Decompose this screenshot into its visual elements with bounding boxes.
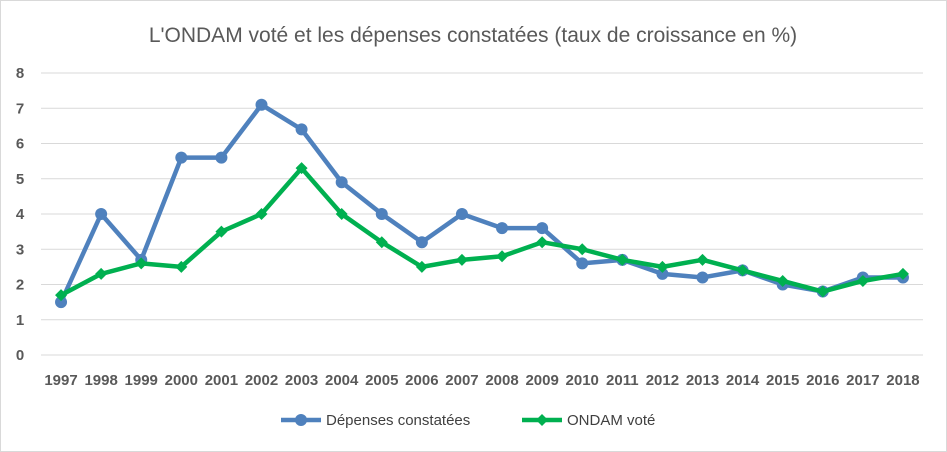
legend-item: ONDAM voté (522, 412, 655, 429)
data-point (656, 267, 669, 280)
x-tick-label: 2017 (846, 372, 879, 389)
legend-marker (295, 414, 307, 426)
x-tick-label: 2009 (525, 372, 558, 389)
series-line (58, 102, 903, 304)
y-tick-label: 4 (16, 206, 25, 223)
data-point (816, 285, 829, 298)
x-tick-label: 1997 (44, 372, 77, 389)
x-tick-label: 2018 (886, 372, 919, 389)
legend-label: Dépenses constatées (326, 412, 470, 429)
data-point (656, 260, 669, 273)
data-point (335, 176, 348, 189)
series-ondam-vote (55, 162, 909, 302)
data-point (536, 222, 549, 235)
y-tick-label: 0 (16, 347, 24, 364)
y-tick-label: 8 (16, 65, 24, 82)
x-tick-label: 2001 (205, 372, 238, 389)
data-point (95, 208, 108, 220)
data-point (496, 222, 509, 235)
data-point (455, 208, 468, 220)
data-point (175, 260, 188, 273)
data-point (215, 151, 228, 164)
data-point (576, 243, 589, 256)
data-point (536, 236, 549, 249)
y-tick-label: 2 (16, 277, 24, 294)
data-point (856, 274, 869, 287)
x-tick-label: 2005 (365, 372, 398, 389)
x-tick-label: 2013 (686, 372, 719, 389)
x-tick-label: 2015 (766, 372, 799, 389)
x-tick-label: 2016 (806, 372, 839, 389)
data-point (415, 236, 428, 249)
data-point (496, 250, 509, 263)
x-tick-label: 2004 (325, 372, 359, 389)
chart-title: L'ONDAM voté et les dépenses constatées … (149, 24, 797, 47)
data-point (295, 162, 308, 175)
data-point (295, 123, 308, 136)
data-point (696, 271, 709, 284)
data-point (255, 208, 268, 220)
data-point (375, 208, 388, 220)
x-tick-label: 2011 (606, 372, 639, 389)
x-tick-label: 1999 (125, 372, 158, 389)
x-tick-label: 2007 (445, 372, 478, 389)
x-tick-label: 2003 (285, 372, 318, 389)
data-point (736, 264, 749, 277)
data-point (576, 257, 589, 270)
series-depenses-constatees (55, 98, 909, 309)
data-point (616, 253, 629, 266)
data-point (375, 236, 388, 249)
data-point (696, 253, 709, 266)
data-point (175, 151, 188, 164)
data-point (135, 257, 148, 270)
x-tick-label: 2010 (566, 372, 599, 389)
y-tick-label: 1 (16, 312, 24, 329)
data-point (335, 208, 348, 220)
data-point (776, 274, 789, 287)
legend-label: ONDAM voté (567, 412, 655, 429)
data-point (215, 225, 228, 238)
data-point (415, 260, 428, 273)
data-point (95, 267, 108, 280)
x-tick-label: 2002 (245, 372, 278, 389)
data-point (55, 289, 68, 302)
y-tick-label: 3 (16, 241, 24, 258)
legend-item: Dépenses constatées (281, 412, 470, 429)
data-point (455, 253, 468, 266)
data-point (896, 267, 909, 280)
data-point (55, 296, 68, 309)
series-line (59, 165, 904, 298)
x-tick-label: 1998 (84, 372, 117, 389)
y-tick-label: 6 (16, 136, 24, 153)
x-tick-label: 2014 (726, 372, 760, 389)
legend-marker (536, 414, 548, 426)
y-tick-label: 7 (16, 100, 24, 117)
x-tick-label: 2012 (646, 372, 679, 389)
x-tick-label: 2008 (485, 372, 518, 389)
x-tick-label: 2000 (165, 372, 198, 389)
data-point (255, 98, 268, 111)
x-tick-label: 2006 (405, 372, 438, 389)
y-tick-label: 5 (16, 171, 24, 188)
